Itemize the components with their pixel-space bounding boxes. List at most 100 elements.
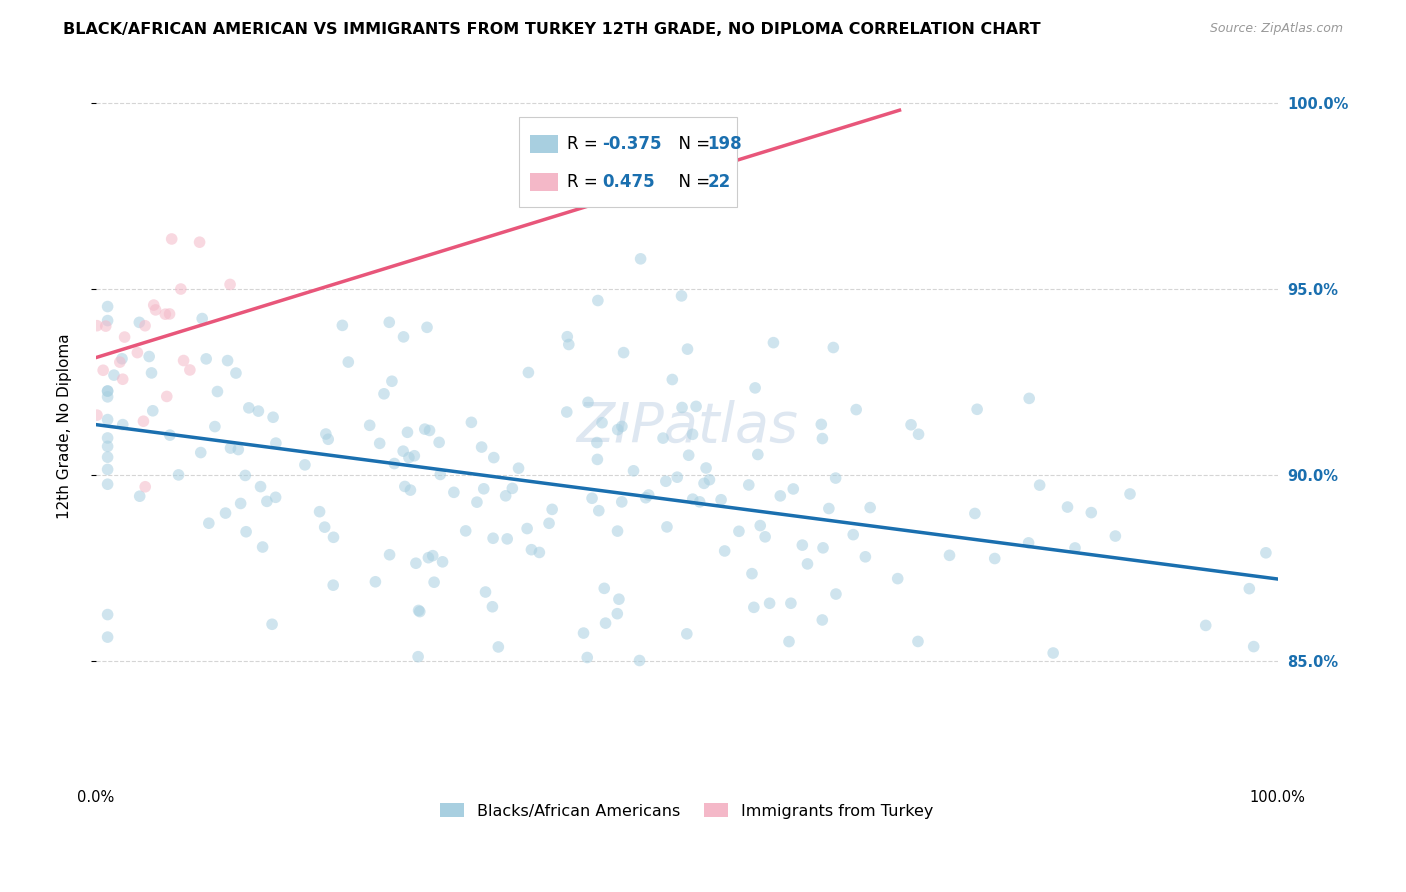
Point: [678, 448, 700, 462]
Point: [97, 477, 120, 491]
Point: [842, 527, 865, 541]
Point: [132, 414, 155, 428]
Point: [86, 408, 108, 422]
Point: [966, 402, 988, 417]
Point: [818, 501, 841, 516]
Point: [97, 431, 120, 445]
Point: [97, 607, 120, 622]
Point: [408, 603, 430, 617]
Point: [606, 524, 628, 538]
Point: [607, 592, 630, 607]
Point: [322, 530, 344, 544]
Point: [134, 480, 156, 494]
Point: [824, 471, 846, 485]
Point: [160, 232, 183, 246]
Point: [108, 355, 131, 369]
Point: [1119, 487, 1142, 501]
Point: [671, 401, 693, 415]
Point: [472, 482, 495, 496]
Point: [127, 345, 149, 359]
Point: [713, 544, 735, 558]
Point: [198, 516, 221, 531]
Point: [595, 616, 617, 631]
Point: [689, 495, 711, 509]
Point: [495, 489, 517, 503]
Point: [155, 307, 177, 321]
Text: R =: R =: [567, 135, 603, 153]
Point: [811, 613, 834, 627]
Point: [167, 467, 190, 482]
Point: [845, 402, 868, 417]
Point: [396, 425, 419, 440]
Point: [747, 448, 769, 462]
Point: [173, 353, 195, 368]
Point: [128, 489, 150, 503]
Point: [576, 395, 599, 409]
Point: [238, 401, 260, 415]
Point: [593, 582, 616, 596]
Point: [655, 520, 678, 534]
Text: N =: N =: [668, 135, 716, 153]
Point: [159, 428, 181, 442]
Point: [630, 252, 652, 266]
Point: [693, 476, 716, 491]
Point: [392, 444, 415, 458]
Point: [141, 366, 163, 380]
Point: [588, 504, 610, 518]
Point: [710, 492, 733, 507]
Point: [170, 282, 193, 296]
Point: [97, 412, 120, 426]
Point: [247, 404, 270, 418]
Point: [555, 405, 578, 419]
Point: [392, 330, 415, 344]
Point: [482, 531, 505, 545]
Point: [217, 353, 239, 368]
Point: [586, 435, 609, 450]
Point: [219, 441, 242, 455]
Point: [754, 530, 776, 544]
Point: [652, 431, 675, 445]
Point: [741, 566, 763, 581]
Text: N =: N =: [668, 173, 716, 191]
Point: [429, 467, 451, 482]
Point: [97, 450, 120, 465]
Point: [138, 350, 160, 364]
Point: [555, 329, 578, 343]
Point: [637, 488, 659, 502]
Point: [591, 416, 613, 430]
Point: [413, 422, 436, 436]
Point: [225, 366, 247, 380]
Legend: Blacks/African Americans, Immigrants from Turkey: Blacks/African Americans, Immigrants fro…: [434, 797, 939, 825]
Point: [482, 450, 505, 465]
Point: [195, 351, 218, 366]
Point: [97, 390, 120, 404]
Point: [97, 313, 120, 327]
Point: [399, 483, 422, 497]
Point: [825, 587, 848, 601]
Point: [576, 650, 599, 665]
Point: [907, 634, 929, 648]
Point: [541, 502, 564, 516]
Point: [190, 445, 212, 459]
Point: [728, 524, 751, 539]
Point: [695, 461, 717, 475]
Point: [1018, 392, 1040, 406]
Point: [613, 345, 636, 359]
Point: [111, 417, 134, 432]
Point: [558, 337, 581, 351]
Point: [1239, 582, 1261, 596]
Point: [316, 432, 339, 446]
Point: [742, 600, 765, 615]
Point: [322, 578, 344, 592]
Text: R =: R =: [567, 173, 603, 191]
Point: [443, 485, 465, 500]
Point: [963, 507, 986, 521]
Point: [191, 311, 214, 326]
Point: [145, 302, 167, 317]
Point: [427, 435, 450, 450]
Point: [359, 418, 381, 433]
Point: [782, 482, 804, 496]
Point: [666, 470, 689, 484]
Point: [142, 404, 165, 418]
Point: [114, 330, 136, 344]
